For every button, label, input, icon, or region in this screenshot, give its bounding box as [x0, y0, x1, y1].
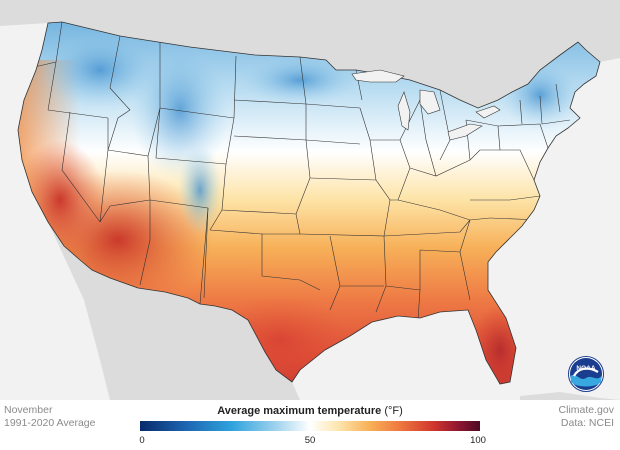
state-borders [29, 22, 571, 321]
month-label: November [4, 404, 53, 416]
period-caption: November 1991-2020 Average [4, 404, 95, 430]
source-caption: Climate.gov Data: NCEI [559, 404, 614, 430]
canada-landmass [0, 0, 620, 108]
data-source-label: Data: NCEI [560, 417, 614, 429]
source-label: Climate.gov [558, 404, 614, 416]
baja-peninsula [86, 270, 136, 388]
temperature-map [0, 0, 620, 400]
period-label: 1991-2020 Average [4, 417, 96, 429]
mexico-landmass [48, 222, 300, 400]
noaa-logo: NOAA [568, 356, 604, 392]
legend-unit: (°F) [384, 405, 403, 417]
temperature-colorbar [140, 421, 480, 431]
legend-title-text: Average maximum temperature [217, 405, 382, 417]
cuba-island [520, 392, 620, 400]
legend-title: Average maximum temperature (°F) [140, 405, 480, 417]
legend-tick-50: 50 [304, 435, 316, 446]
great-lakes [351, 69, 501, 141]
legend-tick-100: 100 [470, 435, 486, 446]
legend-tick-0: 0 [139, 435, 145, 446]
svg-text:NOAA: NOAA [576, 365, 595, 372]
